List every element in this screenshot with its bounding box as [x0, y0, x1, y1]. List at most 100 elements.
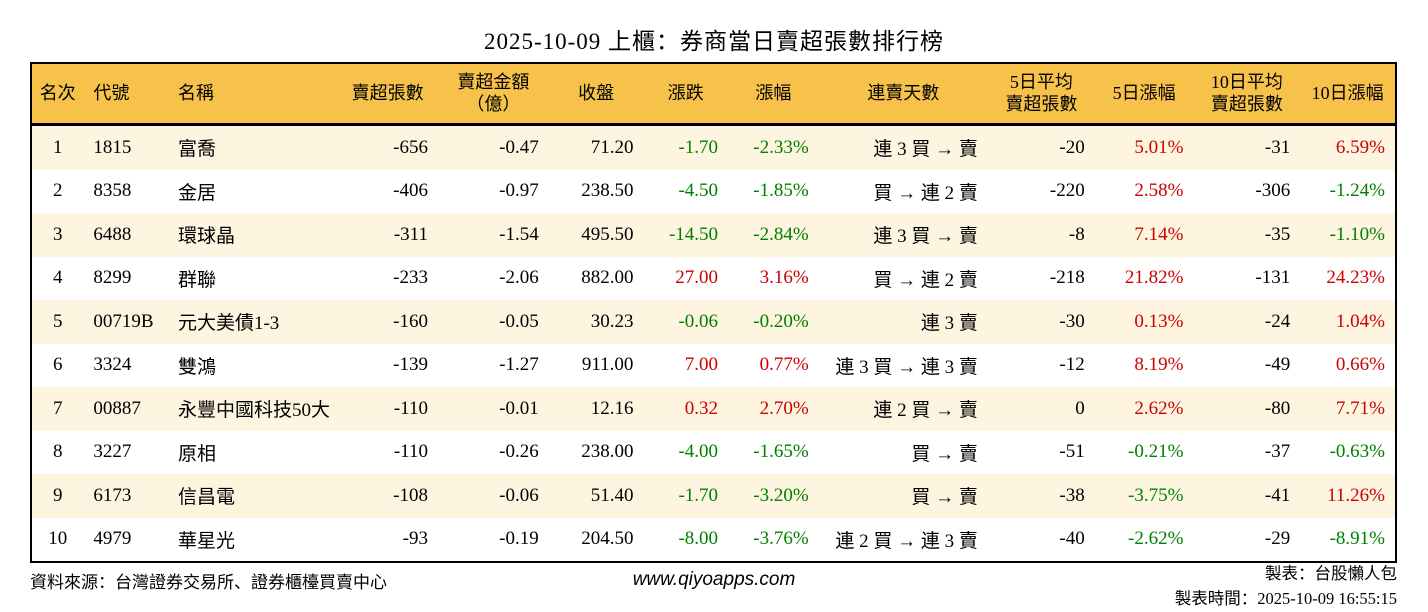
cell-close: 51.40: [590, 484, 634, 506]
col-header-avg5: 5日平均 賣超張數: [987, 63, 1095, 126]
cell-streak: 連 2 買 → 賣: [873, 400, 978, 422]
cell-avg10: -306: [1255, 180, 1291, 202]
cell-name: 華星光: [177, 530, 235, 552]
cell-pct10: -1.10%: [1329, 223, 1385, 245]
cell-net_sell: -311: [393, 223, 428, 245]
cell-code: 6173: [93, 484, 132, 506]
table-row: 8 3227 原相 -110 -0.26 238.00 -4.00 -1.65% 買 → 賣 -5…: [31, 430, 1396, 474]
table-row: 5 00719B 元大美債1-3 -160 -0.05 30.23 -0.06 -0.20% 連…: [31, 300, 1396, 344]
cell-rank: 7: [52, 397, 63, 419]
cell-rank: 6: [52, 354, 63, 376]
cell-name: 永豐中國科技50大: [177, 400, 330, 422]
cell-close: 238.00: [581, 441, 634, 463]
maker-label: 製表：台股懶人包: [1265, 564, 1397, 583]
cell-amount: -0.19: [499, 528, 539, 550]
cell-code: 00887: [93, 397, 141, 419]
cell-amount: -2.06: [499, 267, 539, 289]
cell-avg5: -8: [1068, 223, 1085, 245]
cell-net_sell: -406: [393, 180, 428, 202]
table-row: 9 6173 信昌電 -108 -0.06 51.40 -1.70 -3.20% 買 → 賣 -3…: [31, 474, 1396, 518]
cell-avg10: -80: [1264, 397, 1291, 419]
cell-change: -0.06: [678, 310, 719, 332]
cell-rank: 1: [52, 136, 63, 158]
cell-name: 富喬: [177, 139, 216, 161]
cell-code: 3324: [93, 354, 132, 376]
cell-streak: 連 3 買 → 賣: [873, 139, 978, 161]
table-row: 1 1815 富喬 -656 -0.47 71.20 -1.70 -2.33% 連 3 買 → …: [31, 124, 1396, 170]
cell-name: 元大美債1-3: [177, 313, 280, 335]
cell-avg10: -35: [1264, 223, 1291, 245]
cell-pct5: 21.82%: [1124, 267, 1184, 289]
cell-change: -4.50: [678, 180, 719, 202]
table-row: 10 4979 華星光 -93 -0.19 204.50 -8.00 -3.76% 連 2 買 …: [31, 517, 1396, 562]
cell-pct5: 5.01%: [1134, 136, 1184, 158]
cell-streak: 連 3 買 → 連 3 賣: [835, 356, 978, 378]
cell-pct5: -3.75%: [1128, 484, 1184, 506]
cell-close: 882.00: [581, 267, 634, 289]
cell-streak: 連 2 買 → 連 3 賣: [835, 530, 978, 552]
cell-pct5: 7.14%: [1134, 223, 1184, 245]
report-credit: 製表：台股懶人包 製表時間：2025-10-09 16:55:15: [1175, 562, 1397, 612]
cell-pct10: 6.59%: [1335, 136, 1385, 158]
cell-avg10: -24: [1264, 310, 1291, 332]
cell-amount: -0.05: [499, 310, 539, 332]
header-row: 名次 代號 名稱 賣超張數 賣超金額 （億） 收盤 漲跌 漲幅 連賣天數 5日平均 賣超張數 5日漲幅 1…: [31, 63, 1396, 126]
cell-rank: 2: [52, 180, 63, 202]
cell-code: 6488: [93, 223, 132, 245]
cell-pct: -2.33%: [753, 136, 809, 158]
cell-avg10: -31: [1264, 136, 1291, 158]
col-header-name: 名稱: [167, 63, 338, 126]
cell-avg5: -218: [1049, 267, 1085, 289]
cell-rank: 10: [48, 528, 68, 550]
table-row: 6 3324 雙鴻 -139 -1.27 911.00 7.00 0.77% 連 3 買 → 連…: [31, 343, 1396, 387]
cell-avg10: -37: [1264, 441, 1291, 463]
cell-rank: 3: [52, 223, 63, 245]
cell-pct10: 7.71%: [1335, 397, 1385, 419]
cell-close: 204.50: [581, 528, 634, 550]
cell-change: 7.00: [684, 354, 719, 376]
col-header-pct5: 5日漲幅: [1094, 63, 1194, 126]
cell-amount: -1.27: [499, 354, 539, 376]
cell-name: 環球晶: [177, 226, 235, 248]
col-header-pct: 漲幅: [728, 63, 819, 126]
cell-avg10: -49: [1264, 354, 1291, 376]
cell-amount: -0.06: [499, 484, 539, 506]
cell-close: 30.23: [590, 310, 634, 332]
cell-pct5: 2.62%: [1134, 397, 1184, 419]
cell-pct10: -0.63%: [1329, 441, 1385, 463]
cell-pct5: 0.13%: [1134, 310, 1184, 332]
cell-streak: 連 3 買 → 賣: [873, 226, 978, 248]
cell-net_sell: -160: [393, 310, 428, 332]
cell-pct: -0.20%: [753, 310, 809, 332]
cell-avg5: -30: [1059, 310, 1085, 332]
cell-name: 群聯: [177, 269, 216, 291]
cell-pct: -1.85%: [753, 180, 809, 202]
cell-pct5: 2.58%: [1134, 180, 1184, 202]
cell-streak: 買 → 連 2 賣: [873, 182, 978, 204]
cell-avg10: -131: [1255, 267, 1291, 289]
cell-close: 71.20: [590, 136, 634, 158]
cell-pct10: 1.04%: [1335, 310, 1385, 332]
cell-pct5: -0.21%: [1128, 441, 1184, 463]
cell-close: 12.16: [590, 397, 634, 419]
cell-rank: 9: [52, 484, 63, 506]
cell-amount: -0.47: [499, 136, 539, 158]
ranking-table: 名次 代號 名稱 賣超張數 賣超金額 （億） 收盤 漲跌 漲幅 連賣天數 5日平均 賣超張數 5日漲幅 1…: [30, 62, 1397, 563]
cell-code: 8299: [93, 267, 132, 289]
table-row: 7 00887 永豐中國科技50大 -110 -0.01 12.16 0.32 2.70% 連 …: [31, 387, 1396, 431]
cell-pct5: 8.19%: [1134, 354, 1184, 376]
cell-streak: 連 3 賣: [920, 313, 978, 335]
cell-amount: -1.54: [499, 223, 539, 245]
cell-pct: -2.84%: [753, 223, 809, 245]
cell-streak: 買 → 賣: [911, 443, 978, 465]
cell-amount: -0.01: [499, 397, 539, 419]
cell-code: 1815: [93, 136, 132, 158]
page-title: 2025-10-09 上櫃：券商當日賣超張數排行榜: [483, 29, 945, 54]
cell-name: 信昌電: [177, 487, 235, 509]
col-header-avg10: 10日平均 賣超張數: [1193, 63, 1301, 126]
cell-close: 495.50: [581, 223, 634, 245]
table-row: 3 6488 環球晶 -311 -1.54 495.50 -14.50 -2.84% 連 3 買…: [31, 213, 1396, 257]
table-body: 1 1815 富喬 -656 -0.47 71.20 -1.70 -2.33% 連 3 買 → …: [31, 124, 1396, 562]
generated-timestamp: 製表時間：2025-10-09 16:55:15: [1174, 588, 1397, 608]
cell-pct5: -2.62%: [1128, 528, 1184, 550]
